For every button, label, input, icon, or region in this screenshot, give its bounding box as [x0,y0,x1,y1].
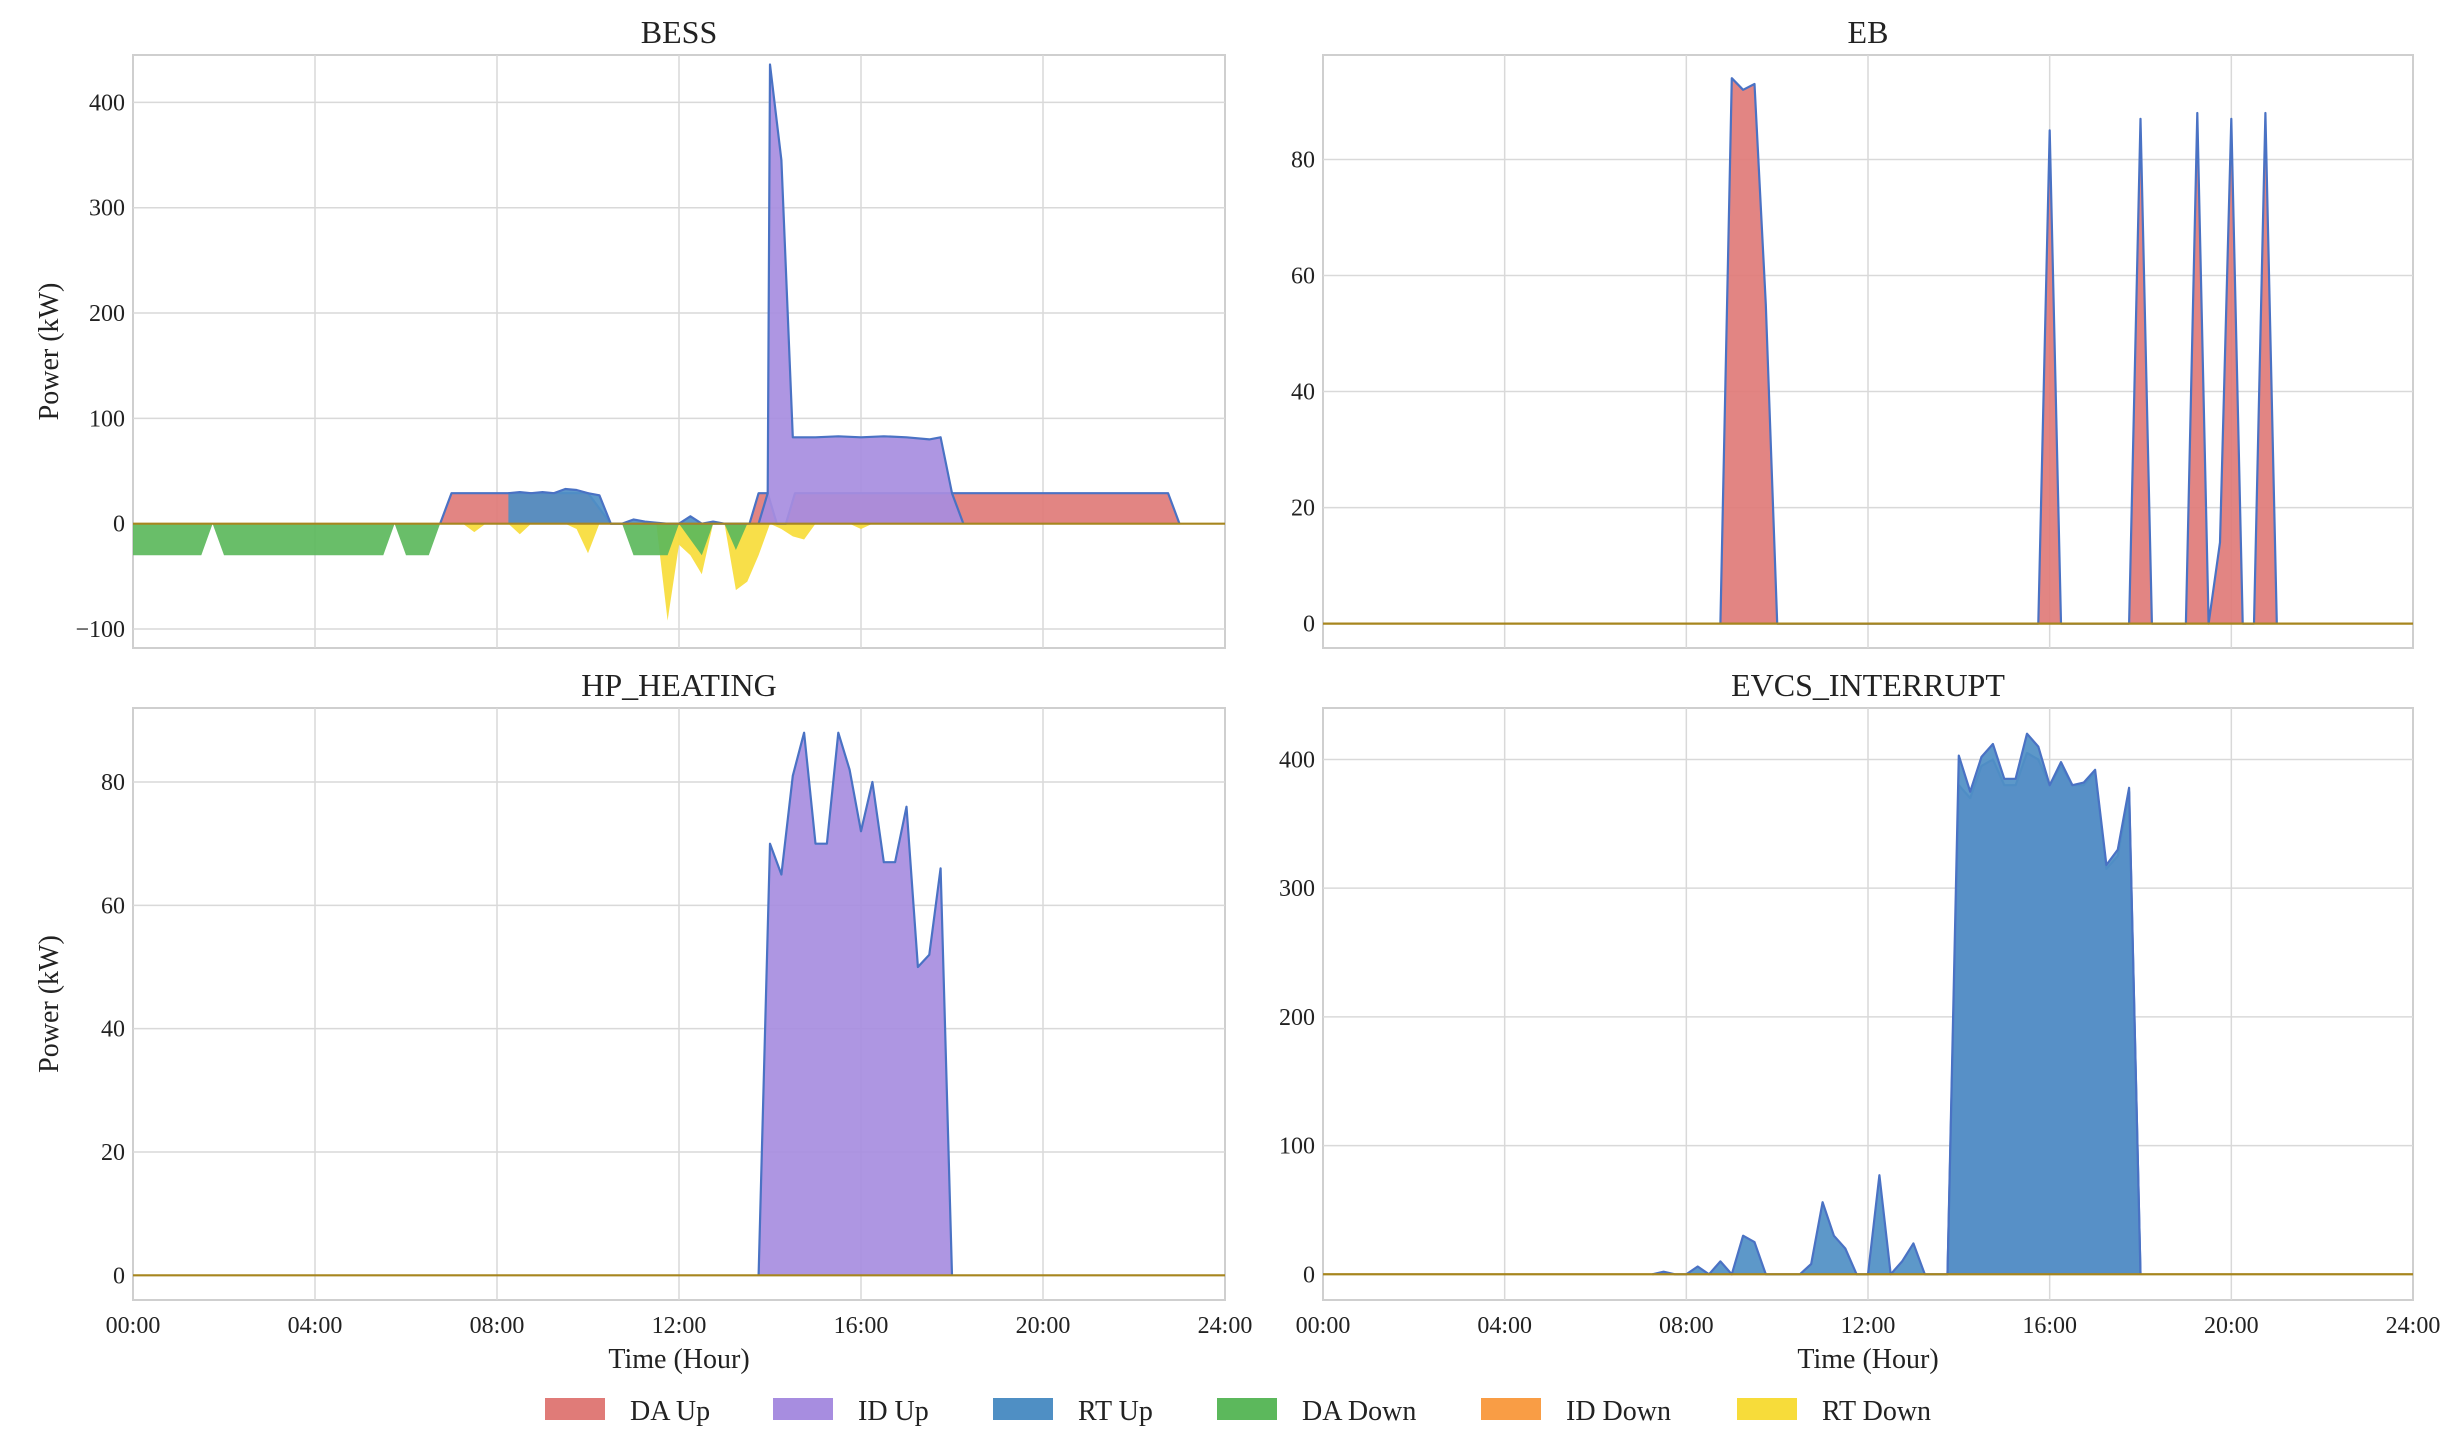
panel-hp-heating: HP_HEATING 0 20 40 60 80 00:00 04:00 08:00 12:00 1… [34,667,1252,1375]
legend-item-id-down: ID Down [1481,1396,1671,1427]
legend-label: ID Up [858,1396,929,1427]
panel-title: EB [1848,14,1889,50]
panel-title: BESS [641,14,717,50]
y-tick-label: 100 [89,406,125,432]
x-axis-label: Time (Hour) [1797,1344,1938,1375]
legend-swatch [1481,1398,1541,1420]
panel-eb: EB 0 20 40 60 80 [1291,14,2414,649]
y-tick-label: 0 [113,512,125,538]
y-tick-label: 60 [101,893,125,919]
legend-label: DA Down [1302,1396,1416,1427]
x-tick-label: 00:00 [1296,1313,1351,1339]
line-rt-up [1652,732,2142,1276]
legend-swatch [1217,1398,1277,1420]
y-tick-label: 80 [1291,147,1315,173]
legend-label: DA Up [630,1396,710,1427]
y-tick-label: 200 [1279,1005,1315,1031]
x-tick-label: 12:00 [1841,1313,1896,1339]
line-id-up [757,731,954,1276]
legend-item-id-up: ID Up [773,1396,929,1427]
legend-label: RT Down [1822,1396,1931,1427]
x-axis-label: Time (Hour) [608,1344,749,1375]
x-tick-label: 12:00 [652,1313,707,1339]
y-tick-label: 300 [89,196,125,222]
y-tick-label: 40 [101,1017,125,1043]
x-tick-label: 08:00 [470,1313,525,1339]
x-tick-label: 04:00 [1477,1313,1532,1339]
area-rt-up [508,489,748,524]
legend-swatch [773,1398,833,1420]
y-axis-label: Power (kW) [34,283,65,421]
area-id-up [758,64,964,524]
x-tick-label: 16:00 [2022,1313,2077,1339]
line-da-up [1719,77,2278,625]
line-id-up [757,63,965,525]
legend-item-da-up: DA Up [545,1396,710,1427]
y-tick-label: 400 [89,90,125,116]
legend-item-rt-up: RT Up [993,1396,1153,1427]
panel-title: EVCS_INTERRUPT [1731,667,2005,703]
x-tick-label: 24:00 [2386,1313,2441,1339]
panel-title: HP_HEATING [581,667,777,703]
y-tick-label: 40 [1291,380,1315,406]
y-tick-label: 0 [113,1263,125,1289]
area-rt-up [1652,733,2141,1275]
legend-label: RT Up [1078,1396,1153,1427]
legend-item-rt-down: RT Down [1737,1396,1931,1427]
y-tick-label: 20 [1291,496,1315,522]
x-tick-label: 16:00 [834,1313,889,1339]
panel-bess: BESS −100 0 100 200 300 400 Power (kW) [34,14,1226,649]
legend-swatch [993,1398,1053,1420]
legend-swatch [545,1398,605,1420]
legend-label: ID Down [1566,1396,1671,1427]
y-tick-label: 200 [89,301,125,327]
y-tick-label: 80 [101,770,125,796]
x-tick-label: 20:00 [1016,1313,1071,1339]
x-tick-label: 08:00 [1659,1313,1714,1339]
y-axis-label: Power (kW) [34,935,65,1073]
y-tick-label: 0 [1303,612,1315,638]
x-tick-label: 00:00 [106,1313,161,1339]
legend-swatch [1737,1398,1797,1420]
y-tick-label: 0 [1303,1262,1315,1288]
y-tick-label: 20 [101,1140,125,1166]
area-id-up [758,732,952,1276]
y-tick-label: −100 [75,617,125,643]
area-da-down [133,523,748,556]
area-rt-down [462,523,873,621]
y-tick-label: 400 [1279,747,1315,773]
legend: DA Up ID Up RT Up DA Down ID Down RT Down [545,1396,1931,1427]
y-tick-label: 60 [1291,263,1315,289]
panel-evcs-interrupt: EVCS_INTERRUPT 0 100 200 300 400 00:00 04:00 08:… [1279,667,2440,1375]
area-da-up [1720,78,2277,624]
y-tick-label: 100 [1279,1134,1315,1160]
x-tick-label: 04:00 [288,1313,343,1339]
x-tick-label: 24:00 [1198,1313,1253,1339]
legend-item-da-down: DA Down [1217,1396,1416,1427]
x-tick-label: 20:00 [2204,1313,2259,1339]
y-tick-label: 300 [1279,876,1315,902]
